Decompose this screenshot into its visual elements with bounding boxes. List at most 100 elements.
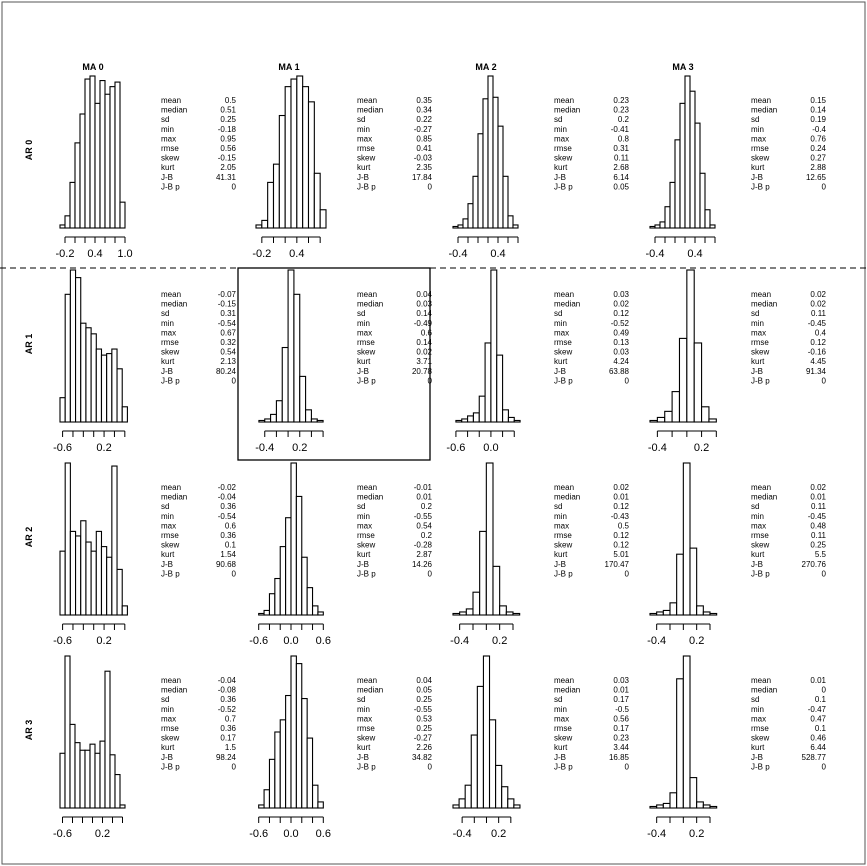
stat-value: 14.26 [412, 560, 433, 569]
histogram-bar [472, 591, 481, 616]
column-title: MA 3 [672, 62, 693, 72]
histogram-bar [495, 764, 503, 809]
stat-value: 0 [232, 182, 237, 191]
stat-label: mean [161, 676, 181, 685]
histogram-bar [649, 225, 656, 229]
stat-label: sd [161, 502, 169, 511]
stat-label: min [554, 319, 567, 328]
stat-label: rmse [161, 338, 179, 347]
stat-value: 4.24 [613, 357, 629, 366]
stat-label: median [357, 106, 383, 115]
histogram-bar [679, 102, 686, 229]
histogram-panel: -0.4 0.4 MA 2 mean 0.23 median 0.23 sd 0.2 min -0.… [449, 62, 630, 260]
stat-value: 0 [232, 762, 237, 771]
histogram-bar [316, 419, 324, 423]
stat-value: 0.22 [416, 115, 432, 124]
stat-value: 90.68 [216, 560, 237, 569]
histogram-bar [116, 568, 123, 616]
histogram-bar [64, 293, 71, 423]
histogram-bar [704, 209, 711, 229]
histogram-bar [90, 550, 97, 616]
stat-label: skew [357, 734, 375, 743]
stat-label: skew [554, 541, 572, 550]
stat-label: max [751, 714, 766, 723]
histogram-bar [467, 415, 474, 423]
stat-value: 0.01 [416, 493, 432, 502]
stat-value: 0.13 [613, 338, 629, 347]
stat-value: 0.56 [220, 144, 236, 153]
stat-label: J-B [357, 173, 369, 182]
stat-label: rmse [161, 724, 179, 733]
stat-value: 0.36 [220, 502, 236, 511]
histogram-panel: -0.6 0.0 0.6 mean -0.01 median 0.01 sd 0.2 min -0.… [249, 462, 433, 647]
stat-value: 170.47 [605, 560, 630, 569]
histogram-bar [264, 418, 272, 423]
histogram-bar [69, 269, 77, 423]
histogram-bar [458, 798, 466, 809]
stat-value: 0.95 [220, 134, 236, 143]
stat-label: min [357, 512, 370, 521]
histogram-bar [305, 409, 312, 423]
column-title: MA 2 [475, 62, 496, 72]
stat-value: 0.01 [810, 493, 826, 502]
histogram-bar [258, 419, 266, 423]
stat-label: max [554, 714, 569, 723]
x-tick-label: 0.2 [492, 635, 507, 647]
histogram-bar [478, 395, 486, 423]
stat-label: J-B [751, 560, 763, 569]
histogram-bar [69, 530, 77, 616]
histogram-bar [465, 608, 474, 616]
stat-label: median [357, 493, 383, 502]
histogram-bar [311, 784, 319, 809]
stat-value: 0.36 [220, 724, 236, 733]
histogram-bar [674, 139, 681, 229]
histogram-bar [684, 75, 691, 229]
stat-value: 5.5 [815, 550, 827, 559]
stat-label: skew [161, 348, 179, 357]
stat-value: 0 [625, 376, 630, 385]
histogram-bar [664, 410, 673, 423]
histogram-bar [111, 348, 118, 423]
histogram-bar [59, 224, 66, 229]
stat-value: 0.32 [220, 338, 236, 347]
histogram-bar [709, 612, 718, 616]
stat-value: 0 [428, 762, 433, 771]
histogram-bar [686, 269, 695, 423]
stat-label: rmse [751, 338, 769, 347]
stat-value: 2.13 [220, 357, 236, 366]
stat-label: min [161, 125, 174, 134]
stat-label: skew [357, 348, 375, 357]
stat-label: max [357, 521, 372, 530]
histogram-panel: -0.4 0.2 mean 0.03 median 0.01 sd 0.17 min -0.5 ma… [452, 655, 630, 840]
histogram-bar [295, 495, 303, 616]
histogram-bar [482, 655, 491, 809]
histogram-panel: -0.4 0.2 mean 0.01 median 0 sd 0.1 min -0.47 max 0.… [647, 655, 827, 840]
stat-label: skew [554, 154, 572, 163]
stat-label: rmse [554, 338, 572, 347]
stat-label: rmse [554, 531, 572, 540]
histogram-bar [59, 397, 66, 423]
stat-label: rmse [357, 531, 375, 540]
histogram-bar [485, 462, 494, 616]
stat-value: 0.02 [810, 483, 826, 492]
stat-label: mean [751, 290, 771, 299]
stat-label: skew [161, 541, 179, 550]
stat-label: J-B p [751, 762, 770, 771]
histogram-bar [114, 81, 121, 229]
histogram-bar [513, 419, 521, 423]
stat-value: -0.27 [414, 734, 433, 743]
histogram-bar [258, 612, 265, 616]
stat-label: J-B p [161, 182, 180, 191]
stat-label: skew [751, 541, 769, 550]
stat-value: 0.12 [613, 531, 629, 540]
histogram-bar [121, 605, 128, 616]
stat-value: 0.12 [613, 502, 629, 511]
histogram-bar [69, 181, 76, 229]
x-tick-label: 1.0 [117, 248, 132, 260]
x-tick-label: 0.2 [491, 828, 506, 840]
histogram-bar [462, 218, 469, 229]
histogram-bar [89, 743, 96, 809]
histogram-bar [452, 612, 461, 616]
stat-label: sd [751, 502, 759, 511]
histogram-bar [479, 530, 487, 616]
